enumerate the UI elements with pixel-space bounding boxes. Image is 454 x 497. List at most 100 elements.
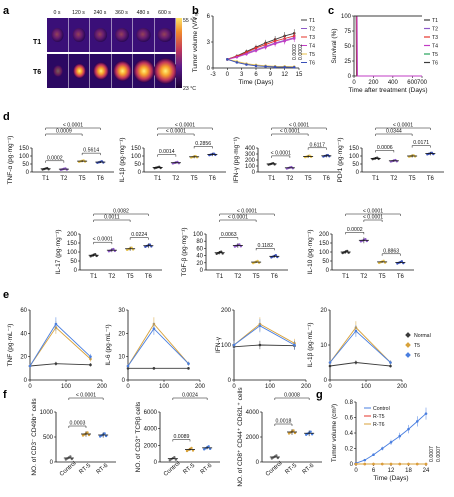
- series-line-control: [355, 413, 427, 464]
- x-tick-label: 24: [423, 468, 430, 474]
- legend-label: Normal: [414, 333, 431, 339]
- x-tick-label: T1: [42, 176, 50, 182]
- data-point: [364, 238, 367, 241]
- y-tick-label: 500: [43, 435, 54, 441]
- x-tick-label: 100: [159, 384, 170, 390]
- y-tick-label: 2000: [246, 435, 260, 441]
- panel-label-d: d: [3, 111, 10, 123]
- series-line-t5: [127, 323, 189, 367]
- y-tick-label: 0: [50, 460, 54, 466]
- x-tick-label: T1: [268, 176, 276, 182]
- y-tick-label: 4000: [246, 410, 260, 416]
- p-value: 0.0003: [69, 421, 85, 427]
- y-tick-label: 50: [134, 162, 141, 168]
- scale-min-label: 23 °C: [183, 86, 196, 92]
- p-value: < 0.0001: [280, 129, 300, 135]
- x-tick-label: T1: [342, 274, 350, 280]
- legend-label: T1: [432, 18, 438, 24]
- legend-label: T6: [414, 353, 420, 359]
- x-tick-label: 0: [328, 384, 332, 390]
- y-axis-label: IL-1β (pg·mL⁻¹): [307, 322, 314, 367]
- data-point: [103, 432, 106, 435]
- y-axis-label: Tumor volume (cm³): [331, 404, 338, 462]
- legend-label: Control: [373, 406, 390, 412]
- series-line-t3: [354, 15, 422, 77]
- panel-label-c: c: [328, 5, 334, 17]
- data-point: [275, 454, 278, 457]
- thermal-spot-t6: [113, 60, 132, 82]
- y-tick-label: 200: [319, 232, 330, 238]
- legend-label: R-T5: [373, 414, 385, 420]
- series-line-normal: [29, 363, 91, 367]
- p-value: 0.2856: [195, 141, 211, 147]
- time-label: 120 s: [72, 10, 85, 16]
- y-tick-label: 20: [20, 355, 27, 361]
- y-tick-label: 0: [348, 74, 352, 80]
- thermal-spot-t1: [93, 28, 108, 42]
- series-line-t2: [354, 15, 422, 77]
- x-tick-label: 3: [240, 72, 244, 78]
- x-tick-label: T6: [97, 176, 105, 182]
- x-tick-label: 0: [352, 80, 356, 86]
- x-tick-label: Control: [265, 461, 284, 478]
- thermal-image-panel: 0 s 120 s 240 s 360 s 480 s 600 s: [47, 10, 178, 88]
- y-tick-label: 150: [131, 146, 142, 152]
- x-tick-label: 0: [126, 384, 130, 390]
- x-axis-label: Time (Days): [238, 79, 273, 86]
- series-line-t6: [233, 325, 295, 346]
- thermal-spot-t6: [73, 63, 86, 79]
- panel-label-g: g: [316, 389, 323, 401]
- time-label: 600 s: [158, 10, 171, 16]
- series-point: [363, 462, 367, 466]
- series-point: [380, 462, 384, 466]
- y-axis-label: TNF (pg·mL⁻¹): [7, 324, 14, 367]
- y-tick-label: 20: [118, 331, 125, 337]
- series-point: [354, 462, 358, 466]
- thermal-spot-t1: [51, 28, 64, 42]
- x-tick-label: T2: [108, 274, 116, 280]
- legend-swatch: [405, 332, 411, 338]
- p-value: 0.0344: [386, 129, 402, 135]
- y-tick-label: 0: [252, 170, 256, 176]
- y-tick-label: 50: [352, 162, 359, 168]
- p-value: 0.0024: [182, 393, 198, 399]
- x-tick-label: T6: [397, 274, 405, 280]
- data-point: [112, 247, 115, 251]
- series-line-normal: [329, 362, 391, 367]
- x-tick-label: T6: [209, 176, 217, 182]
- data-point: [382, 259, 385, 263]
- p-value: < 0.0001: [363, 215, 383, 221]
- legend-swatch: [405, 352, 411, 358]
- y-tick-label: 0: [207, 66, 211, 72]
- series-line-t5: [329, 326, 391, 363]
- x-tick-label: T5: [191, 176, 199, 182]
- x-tick-label: 200: [368, 80, 379, 86]
- y-tick-label: 150: [19, 146, 30, 152]
- p-value: 0.0011: [104, 215, 120, 221]
- y-tick-label: 0: [24, 378, 28, 384]
- x-tick-label: 200: [97, 384, 108, 390]
- thermal-spot-t1: [136, 28, 151, 42]
- x-tick-label: 100: [361, 384, 372, 390]
- data-point: [219, 250, 223, 253]
- time-label: 480 s: [137, 10, 150, 16]
- x-tick-label: 200: [195, 384, 206, 390]
- y-tick-label: 75: [344, 29, 351, 35]
- x-tick-label: RT-5: [284, 462, 298, 475]
- y-tick-label: 150: [349, 146, 360, 152]
- legend-label: T3: [309, 35, 315, 41]
- y-tick-label: 0.2: [345, 447, 354, 453]
- y-tick-label: 50: [322, 259, 329, 265]
- p-value: < 0.0001: [166, 129, 186, 135]
- legend-label: T2: [309, 27, 315, 33]
- y-axis-label: IFN-γ: [215, 336, 222, 353]
- series-line-t4: [227, 38, 295, 60]
- p-value: 0.0002: [292, 44, 298, 60]
- y-tick-label: 10: [118, 355, 125, 361]
- x-tick-label: 400: [388, 80, 399, 86]
- x-tick-label: 0: [354, 468, 358, 474]
- y-tick-label: 0: [122, 378, 126, 384]
- y-tick-label: 60: [196, 246, 203, 252]
- x-tick-label: 0: [226, 72, 230, 78]
